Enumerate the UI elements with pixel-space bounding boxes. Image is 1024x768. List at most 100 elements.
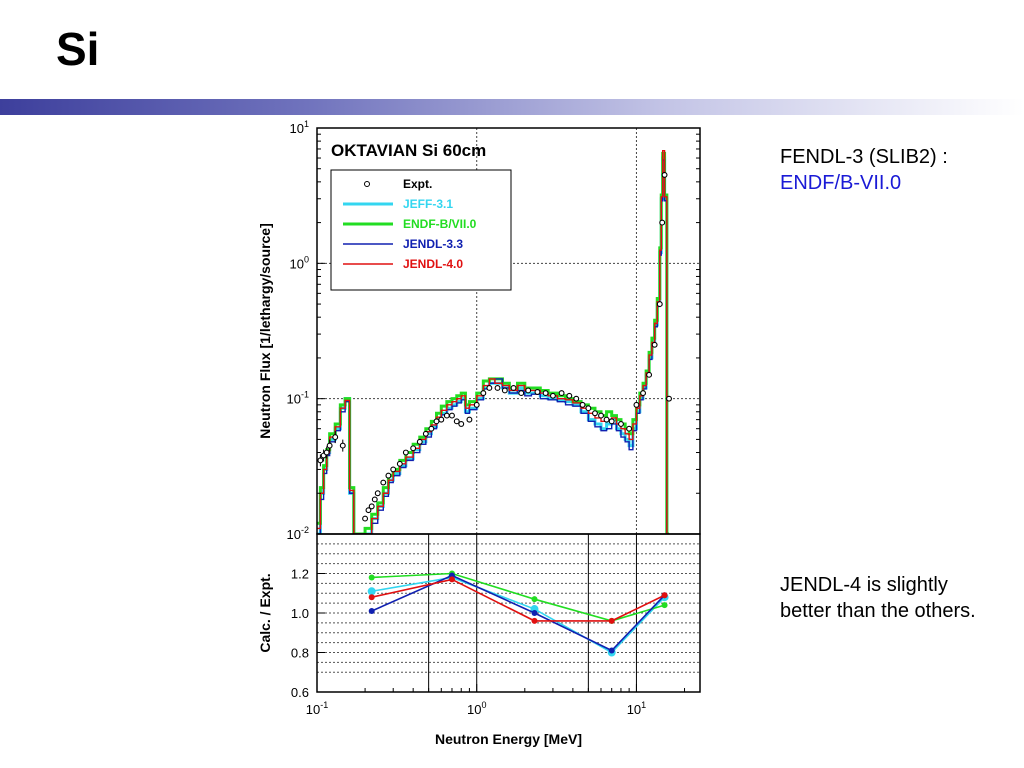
expt-point xyxy=(666,395,672,402)
expt-point xyxy=(659,219,666,226)
x-tick-exponent: 1 xyxy=(641,700,646,710)
y-tick-exponent: 0 xyxy=(304,254,309,264)
expt-point xyxy=(385,472,392,479)
expt-point xyxy=(566,392,573,399)
y-tick-base: 10 xyxy=(290,256,304,271)
ratio-line-jendl-4-0 xyxy=(371,578,665,622)
expt-point xyxy=(651,341,658,348)
expt-point xyxy=(326,442,333,449)
legend-label: JEFF-3.1 xyxy=(403,197,453,211)
ratio-point-jendl-4-0 xyxy=(608,617,615,624)
ratio-point-endf-b-vii-0 xyxy=(368,574,375,581)
expt-point xyxy=(473,401,480,408)
expt-point xyxy=(598,412,604,419)
expt-point xyxy=(362,515,369,522)
x-tick-base: 10 xyxy=(627,702,641,717)
expt-point xyxy=(433,418,440,425)
x-tick-exponent: 0 xyxy=(481,700,486,710)
chart-title: OKTAVIAN Si 60cm xyxy=(331,141,486,160)
expt-point xyxy=(449,412,455,419)
y-tick-base: 10 xyxy=(287,392,301,407)
expt-point xyxy=(510,385,517,391)
expt-point xyxy=(368,503,375,510)
ratio-point-jendl-3-3 xyxy=(608,647,615,654)
legend-marker-expt xyxy=(364,181,370,187)
expt-point xyxy=(626,425,633,432)
ratio-point-jendl-3-3 xyxy=(368,608,375,615)
expt-point xyxy=(618,421,624,427)
y-tick-base: 10 xyxy=(287,527,301,542)
note-fendl-library: ENDF/B-VII.0 xyxy=(780,172,902,194)
note-fendl: FENDL-3 (SLIB2) : ENDF/B-VII.0 xyxy=(780,144,948,196)
legend-label: JENDL-4.0 xyxy=(403,257,463,271)
expt-point xyxy=(542,390,549,397)
ratio-y-axis-label: Calc. / Expt. xyxy=(257,573,273,652)
y-tick-label: 100 xyxy=(290,254,309,271)
expt-point xyxy=(486,385,493,391)
expt-point xyxy=(633,401,640,408)
y-tick-label: 101 xyxy=(290,119,309,136)
ratio-point-jendl-4-0 xyxy=(531,617,538,624)
legend-label: ENDF-B/VII.0 xyxy=(403,217,477,231)
title-underline-bar xyxy=(0,99,1024,115)
expt-point xyxy=(428,425,435,432)
ratio-point-jeff-3-1 xyxy=(367,587,376,596)
x-tick-label: 101 xyxy=(627,700,646,717)
expt-point xyxy=(402,449,409,456)
expt-point xyxy=(646,371,653,378)
expt-point xyxy=(494,385,501,391)
expt-point xyxy=(380,479,387,486)
expt-point xyxy=(603,416,610,423)
ratio-point-jendl-4-0 xyxy=(661,592,668,599)
y-tick-exponent: 1 xyxy=(304,119,309,129)
expt-point xyxy=(592,410,598,417)
expt-point xyxy=(374,490,381,497)
expt-point xyxy=(443,412,450,419)
x-tick-base: 10 xyxy=(467,702,481,717)
expt-point xyxy=(480,390,487,397)
expt-point xyxy=(416,438,423,445)
expt-point xyxy=(661,171,668,178)
y-axis-label: Neutron Flux [1/lethargy/source] xyxy=(257,223,273,438)
expt-point xyxy=(396,460,403,467)
legend-box xyxy=(330,169,512,291)
note-fendl-label: FENDL-3 (SLIB2) : xyxy=(780,146,948,168)
expt-point xyxy=(573,395,580,402)
ratio-y-tick-label: 0.8 xyxy=(291,646,309,661)
y-tick-label: 10-1 xyxy=(287,390,309,407)
expt-point xyxy=(518,390,525,397)
expt-point xyxy=(585,405,592,412)
ratio-point-endf-b-vii-0 xyxy=(661,602,668,609)
expt-point xyxy=(422,430,429,437)
y-tick-base: 10 xyxy=(290,121,304,136)
expt-point xyxy=(390,466,397,473)
legend: Expt. JEFF-3.1 ENDF-B/VII.0 JENDL-3.3 JENDL-… xyxy=(330,169,512,291)
expt-point xyxy=(323,449,330,456)
expt-point xyxy=(549,392,556,399)
y-tick-exponent: -2 xyxy=(301,525,309,535)
slide-title: Si xyxy=(56,23,100,75)
expt-point xyxy=(558,390,565,397)
x-tick-exponent: -1 xyxy=(320,700,328,710)
expt-point xyxy=(332,434,339,441)
expt-point xyxy=(579,401,586,408)
expt-point xyxy=(640,390,647,397)
x-tick-label: 10-1 xyxy=(306,700,328,717)
expt-point xyxy=(371,496,378,503)
x-tick-label: 100 xyxy=(467,700,486,717)
expt-point xyxy=(466,416,473,423)
x-tick-base: 10 xyxy=(306,702,320,717)
note-jendl4: JENDL-4 is slightly better than the othe… xyxy=(780,574,976,622)
expt-point xyxy=(317,457,324,464)
ratio-point-endf-b-vii-0 xyxy=(531,596,538,603)
expt-point xyxy=(608,418,615,425)
expt-point xyxy=(501,387,508,394)
ratio-point-jendl-3-3 xyxy=(531,610,538,616)
expt-point xyxy=(656,301,663,308)
ratio-y-tick-label: 1.2 xyxy=(291,567,309,582)
expt-point xyxy=(453,418,460,425)
ratio-y-tick-label: 1.0 xyxy=(291,606,309,621)
y-tick-label: 10-2 xyxy=(287,525,309,542)
